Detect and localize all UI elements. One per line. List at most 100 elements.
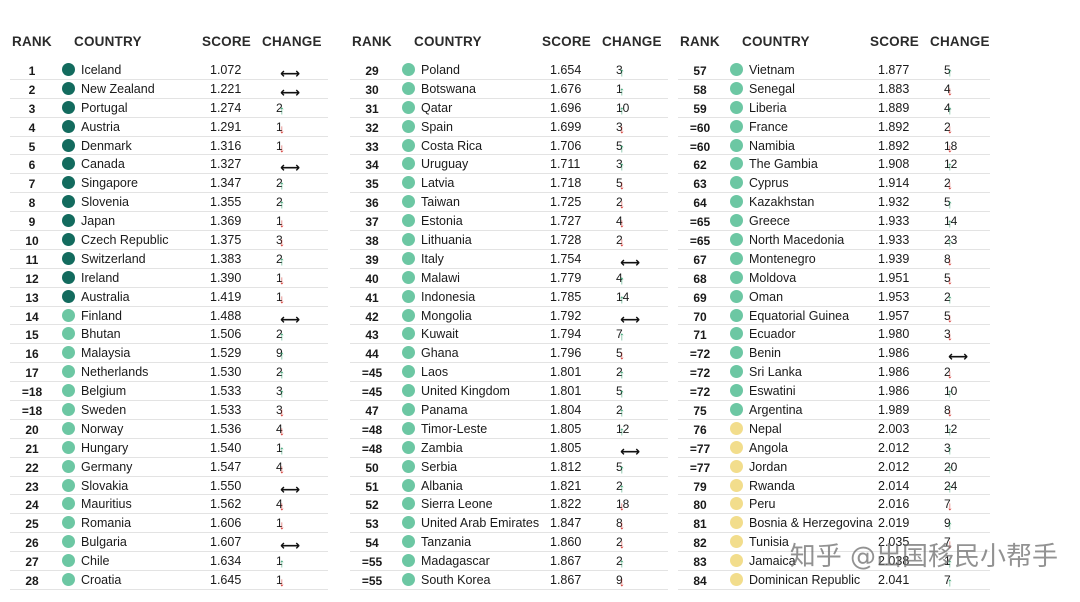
arrow-down-icon: ↓ bbox=[947, 537, 953, 552]
tier-dot-icon bbox=[62, 233, 75, 247]
table-row: 26 Bulgaria 1.607 ⟷ bbox=[10, 533, 328, 553]
change-indicator: ↑ 12 bbox=[944, 157, 992, 173]
arrow-up-icon: ↑ bbox=[279, 386, 285, 401]
score-value: 1.805 bbox=[550, 421, 582, 436]
country-name: New Zealand bbox=[81, 81, 155, 96]
rank-value: 75 bbox=[693, 404, 707, 419]
arrow-up-icon: ↑ bbox=[279, 102, 285, 117]
arrow-up-icon: ↑ bbox=[619, 423, 625, 438]
score-value: 1.889 bbox=[878, 100, 910, 115]
arrow-up-icon: ↑ bbox=[947, 216, 953, 231]
rank-value: 9 bbox=[28, 215, 36, 230]
table-row: 8 Slovenia 1.355 ↑ 2 bbox=[10, 193, 328, 213]
score-value: 1.892 bbox=[878, 119, 910, 134]
tier-dot-icon bbox=[62, 327, 75, 341]
table-row: 9 Japan 1.369 ↓ 1 bbox=[10, 212, 328, 232]
table-row: 70 Equatorial Guinea 1.957 ↓ 5 bbox=[678, 307, 990, 326]
tier-dot-icon bbox=[62, 497, 75, 511]
country-name: Lithuania bbox=[421, 233, 472, 248]
tier-dot-icon bbox=[402, 270, 415, 284]
arrow-up-icon: ↑ bbox=[947, 235, 953, 250]
country-name: Jordan bbox=[749, 459, 788, 474]
no-change-icon: ⟷ bbox=[620, 442, 641, 459]
table-row: 24 Mauritius 1.562 ↓ 4 bbox=[10, 495, 328, 515]
table-row: 52 Sierra Leone 1.822 ↓ 18 bbox=[350, 495, 668, 515]
arrow-down-icon: ↓ bbox=[947, 83, 953, 98]
country-name: Equatorial Guinea bbox=[749, 308, 850, 323]
arrow-down-icon: ↓ bbox=[947, 367, 953, 382]
rank-value: 29 bbox=[365, 64, 379, 78]
change-value: 1 bbox=[276, 289, 283, 304]
rank-value: 23 bbox=[25, 479, 39, 494]
table-row: 54 Tanzania 1.860 ↓ 2 bbox=[350, 533, 668, 553]
rank-value: =18 bbox=[21, 385, 43, 400]
rank-value: 81 bbox=[693, 517, 707, 532]
tier-dot-icon bbox=[730, 63, 743, 76]
score-value: 1.506 bbox=[210, 327, 242, 342]
rank-value: 84 bbox=[693, 574, 707, 589]
change-value: 20 bbox=[944, 459, 958, 474]
change-value: 5 bbox=[616, 176, 623, 191]
score-value: 1.562 bbox=[210, 497, 242, 512]
rank-value: 50 bbox=[365, 460, 379, 475]
change-value: 12 bbox=[616, 421, 630, 436]
table-row: 83 Jamaica 2.038 ↑ 1 bbox=[678, 552, 990, 572]
arrow-down-icon: ↓ bbox=[619, 575, 625, 590]
change-indicator: ↓ 1 bbox=[276, 573, 324, 589]
table-row: 11 Switzerland 1.383 ↑ 2 bbox=[10, 250, 328, 269]
country-name: Nepal bbox=[749, 421, 782, 436]
change-value: 3 bbox=[616, 119, 623, 134]
arrow-down-icon: ↓ bbox=[279, 518, 285, 533]
score-value: 2.041 bbox=[878, 573, 910, 588]
rank-value: =72 bbox=[689, 347, 711, 362]
tier-dot-icon bbox=[62, 459, 75, 473]
country-name: Oman bbox=[749, 289, 784, 304]
change-indicator: ↓ 3 bbox=[616, 119, 664, 136]
table-row: =72 Benin 1.986 ⟷ bbox=[678, 344, 990, 364]
change-value: 8 bbox=[944, 403, 951, 418]
table-row: 31 Qatar 1.696 ↑ 10 bbox=[350, 99, 668, 118]
rank-value: =60 bbox=[689, 139, 711, 154]
rank-value: =55 bbox=[361, 574, 383, 589]
tier-dot-icon bbox=[730, 478, 743, 492]
score-value: 1.634 bbox=[210, 554, 242, 569]
tier-dot-icon bbox=[730, 554, 743, 568]
country-name: United Arab Emirates bbox=[421, 516, 540, 531]
change-indicator: ↑ 5 bbox=[616, 460, 664, 476]
country-name: Serbia bbox=[421, 459, 458, 474]
table-row: 12 Ireland 1.390 ↓ 1 bbox=[10, 269, 328, 288]
table-row: 67 Montenegro 1.939 ↓ 8 bbox=[678, 250, 990, 269]
country-name: Malawi bbox=[421, 270, 460, 285]
change-indicator: ↓ 2 bbox=[944, 365, 992, 382]
country-name: Montenegro bbox=[749, 251, 816, 266]
country-name: Bulgaria bbox=[81, 535, 127, 550]
score-value: 1.883 bbox=[878, 81, 910, 96]
change-indicator: ↑ 4 bbox=[944, 101, 992, 117]
country-name: Ireland bbox=[81, 270, 120, 285]
country-name: Jamaica bbox=[749, 554, 796, 569]
change-value: 1 bbox=[276, 516, 283, 531]
country-name: Austria bbox=[81, 119, 120, 134]
rank-value: 83 bbox=[693, 555, 707, 570]
table-row: 38 Lithuania 1.728 ↓ 2 bbox=[350, 231, 668, 250]
rank-value: 80 bbox=[693, 498, 707, 513]
change-indicator: ↓ 7 bbox=[944, 535, 992, 552]
change-value: 1 bbox=[276, 138, 283, 153]
rank-value: 5 bbox=[28, 139, 36, 154]
table-row: 62 The Gambia 1.908 ↑ 12 bbox=[678, 155, 992, 175]
arrow-down-icon: ↓ bbox=[279, 499, 285, 514]
rank-value: =72 bbox=[689, 385, 711, 400]
score-value: 1.914 bbox=[878, 176, 910, 191]
tier-dot-icon bbox=[402, 478, 415, 492]
table-row: 17 Netherlands 1.530 ↑ 2 bbox=[10, 363, 328, 383]
score-value: 1.550 bbox=[210, 478, 242, 493]
arrow-down-icon: ↓ bbox=[279, 461, 285, 476]
score-value: 1.877 bbox=[878, 63, 910, 77]
change-value: 12 bbox=[944, 157, 958, 172]
change-value: 2 bbox=[616, 554, 623, 569]
change-value: 2 bbox=[944, 289, 951, 304]
rank-value: =18 bbox=[21, 404, 43, 419]
score-value: 1.383 bbox=[210, 251, 242, 266]
country-name: Laos bbox=[421, 365, 449, 380]
rank-value: 3 bbox=[28, 101, 36, 116]
